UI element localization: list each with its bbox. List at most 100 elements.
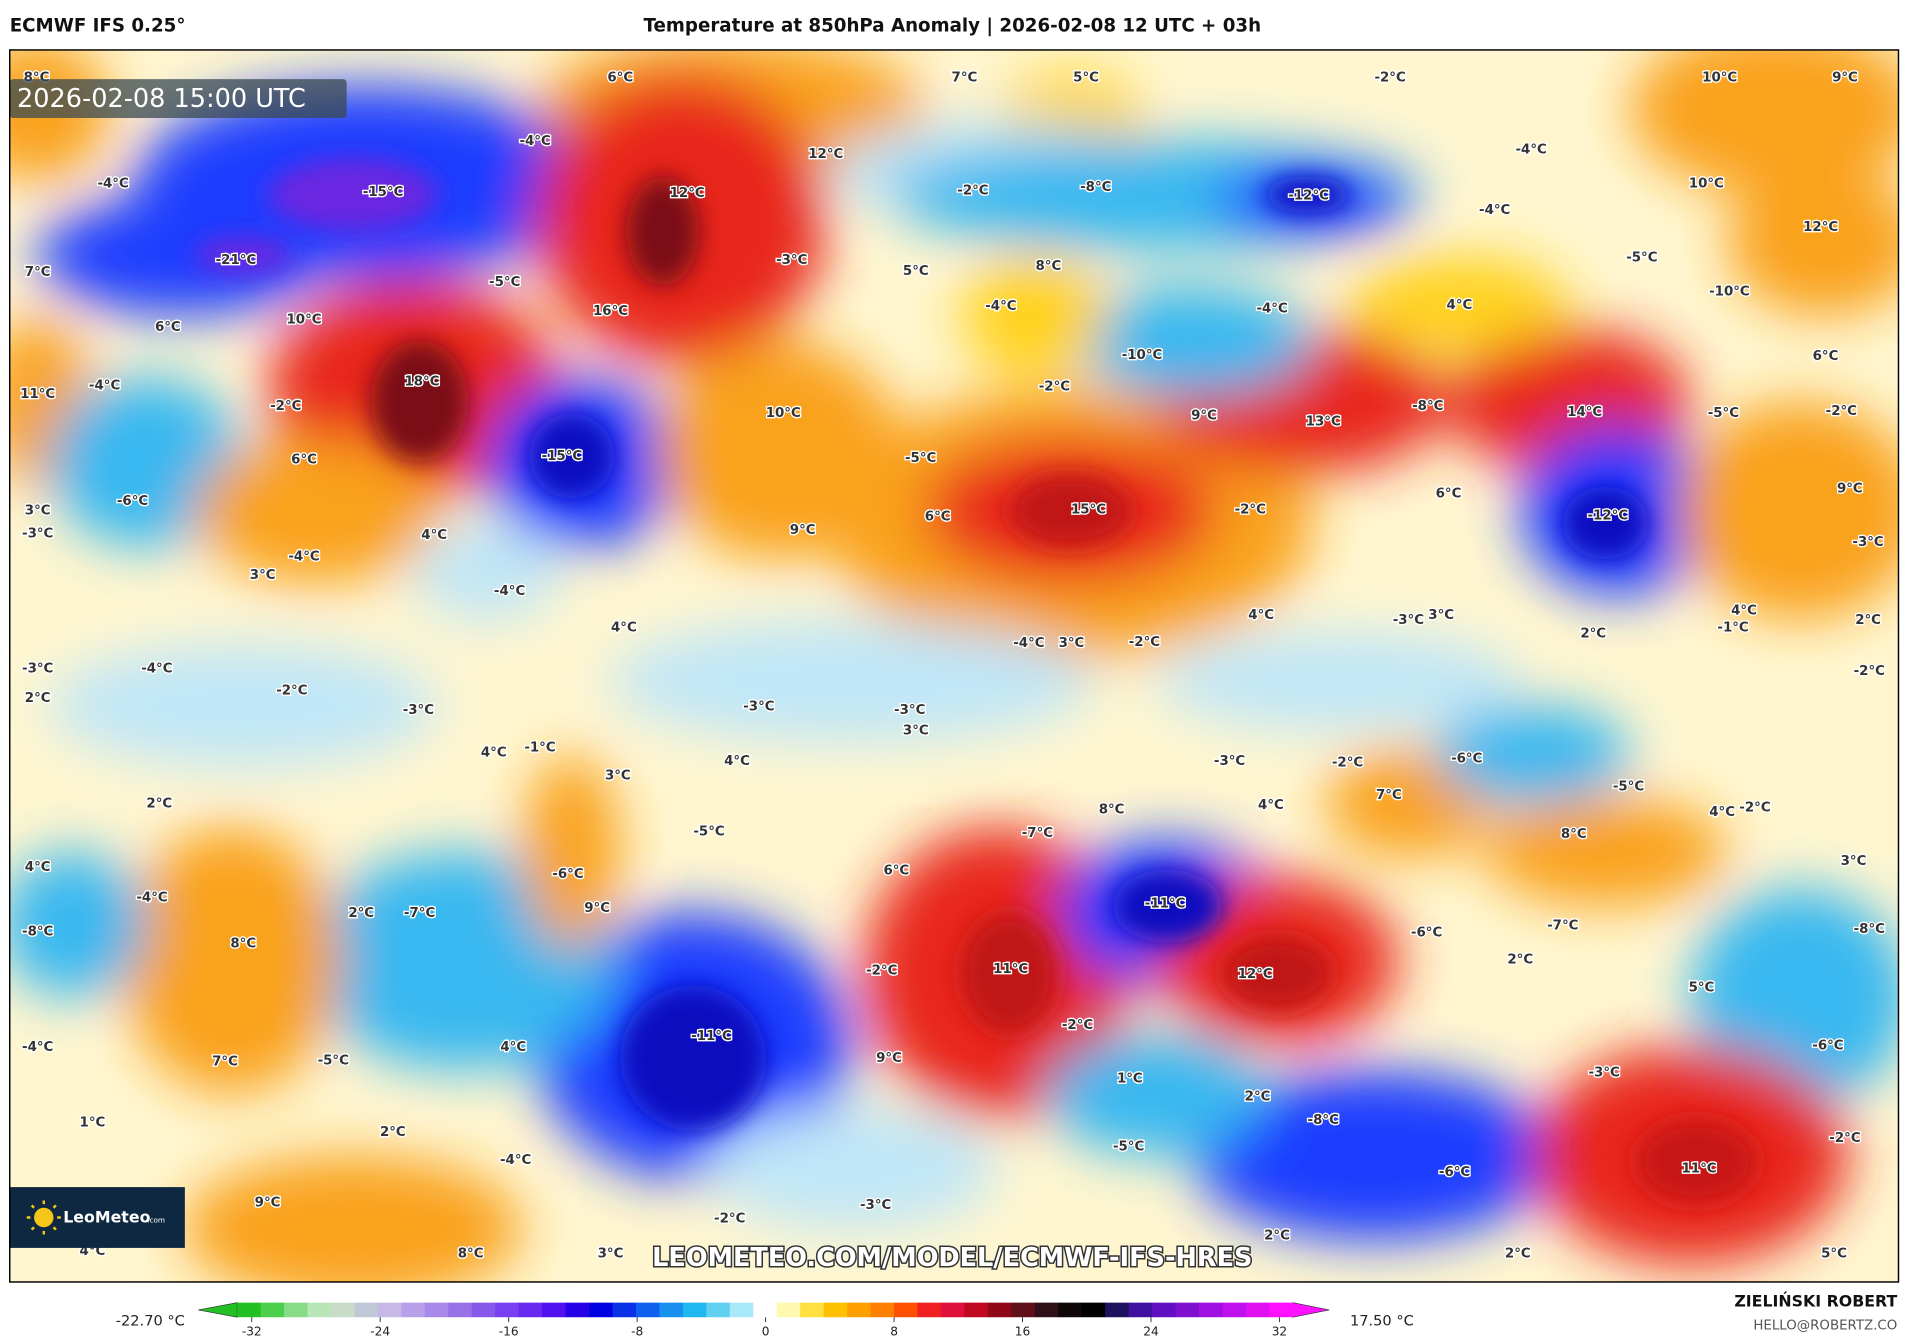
- temperature-label: -2°C: [270, 399, 301, 414]
- temperature-label: 18°C: [404, 375, 439, 390]
- author-name: ZIELIŃSKI ROBERT: [1734, 1291, 1897, 1310]
- temperature-label: -2°C: [1826, 404, 1857, 419]
- temperature-label: 2°C: [1580, 626, 1606, 641]
- temperature-label: -7°C: [1022, 826, 1053, 841]
- logo-suffix: .com: [147, 1215, 165, 1224]
- temperature-label: -2°C: [1829, 1131, 1860, 1146]
- colorbar-swatch: [612, 1302, 637, 1318]
- temperature-label: -2°C: [1039, 379, 1070, 394]
- anomaly-core: [1009, 474, 1132, 548]
- temperature-label: 3°C: [903, 724, 929, 739]
- temperature-label: 10°C: [287, 313, 322, 328]
- temperature-label: 2°C: [25, 691, 51, 706]
- colorbar-max-arrow: [1292, 1302, 1330, 1318]
- colorbar-swatch: [237, 1302, 262, 1318]
- colorbar-swatch: [635, 1302, 661, 1318]
- sun-rays-icon: [26, 1200, 61, 1235]
- temperature-label: -3°C: [22, 527, 53, 542]
- colorbar-swatch: [1128, 1302, 1153, 1318]
- temperature-label: 4°C: [25, 860, 51, 875]
- temperature-label: -3°C: [403, 703, 434, 718]
- temperature-label: -8°C: [1308, 1113, 1339, 1128]
- temperature-label: 3°C: [605, 769, 631, 784]
- temperature-label: -2°C: [1739, 800, 1770, 815]
- temperature-label: 2°C: [1855, 613, 1881, 628]
- temperature-label: 6°C: [155, 320, 181, 335]
- anomaly-region: [121, 827, 341, 1095]
- temperature-label: -4°C: [1013, 636, 1044, 651]
- colorbar-swatch: [495, 1302, 520, 1318]
- temperature-label: -4°C: [22, 1040, 53, 1055]
- temperature-label: 14°C: [1567, 405, 1602, 420]
- anomaly-core: [1222, 936, 1332, 1010]
- temperature-label: 13°C: [1306, 415, 1341, 430]
- colorbar-swatch: [1175, 1302, 1200, 1318]
- temperature-label: -3°C: [1214, 754, 1245, 769]
- colorbar-swatch: [448, 1302, 473, 1318]
- valid-time-box: 2026-02-08 15:00 UTC: [9, 79, 347, 119]
- temperature-label: -11°C: [691, 1029, 732, 1044]
- temperature-label: -1°C: [524, 741, 555, 756]
- colorbar-swatch: [917, 1302, 942, 1318]
- temperature-label: -12°C: [1588, 508, 1629, 523]
- colorbar-swatch: [894, 1302, 919, 1318]
- temperature-label: -5°C: [1708, 406, 1739, 421]
- temperature-label: 12°C: [670, 186, 705, 201]
- temperature-label: 6°C: [1813, 349, 1839, 364]
- colorbar-swatch: [776, 1302, 801, 1318]
- anomaly-region: [1045, 1033, 1265, 1156]
- temperature-label: -6°C: [1451, 752, 1482, 767]
- colorbar-swatch: [284, 1302, 309, 1318]
- temperature-label: -4°C: [288, 550, 319, 565]
- logo-text: LeoMeteo: [63, 1207, 150, 1226]
- map-area[interactable]: 8°C 6°C 7°C 5°C -2°C 10°C 9°C -4°C 12°C -4°C -4°C -…: [0, 24, 1907, 1301]
- anomaly-region: [1349, 255, 1569, 353]
- temperature-label: -4°C: [136, 890, 167, 905]
- temperature-label: 4°C: [1258, 798, 1284, 813]
- temperature-label: -3°C: [1589, 1065, 1620, 1080]
- colorbar-swatch: [847, 1302, 872, 1318]
- temperature-label: 2°C: [146, 797, 172, 812]
- colorbar-swatch: [729, 1302, 754, 1318]
- temperature-label: 7°C: [25, 265, 51, 280]
- temperature-label: -2°C: [1062, 1018, 1093, 1033]
- temperature-label: -6°C: [1439, 1165, 1470, 1180]
- temperature-label: -2°C: [276, 684, 307, 699]
- watermark: LEOMETEO.COM/MODEL/ECMWF-IFS-HRES: [652, 1243, 1252, 1273]
- temperature-label: 2°C: [1505, 1247, 1531, 1262]
- colorbar-swatch: [260, 1302, 285, 1318]
- temperature-label: 4°C: [1447, 298, 1473, 313]
- colorbar-swatch: [659, 1302, 684, 1318]
- anomaly-region: [1155, 632, 1521, 730]
- temperature-label: 15°C: [1071, 502, 1106, 517]
- temperature-label: 6°C: [925, 510, 951, 525]
- chart-title: Temperature at 850hPa Anomaly | 2026-02-…: [644, 16, 1262, 37]
- temperature-label: 9°C: [790, 523, 816, 538]
- temperature-label: -4°C: [1479, 203, 1510, 218]
- temperature-label: -8°C: [1412, 399, 1443, 414]
- leometeo-logo[interactable]: LeoMeteo .com: [9, 1187, 185, 1248]
- anomaly-cores: [194, 158, 1758, 1205]
- colorbar-swatch: [1152, 1302, 1177, 1318]
- anomaly-region: [413, 523, 560, 621]
- anomaly-region: [1070, 285, 1314, 396]
- anomaly-region: [9, 851, 146, 998]
- temperature-label: -8°C: [22, 924, 53, 939]
- colorbar-swatch: [1034, 1302, 1059, 1318]
- temperature-label: 4°C: [724, 754, 750, 769]
- anomaly-region: [36, 194, 329, 317]
- temperature-label: -6°C: [117, 494, 148, 509]
- colorbar-swatch: [1058, 1302, 1083, 1318]
- anomaly-region: [705, 1106, 998, 1229]
- author-email[interactable]: HELLO@ROBERTZ.CO: [1753, 1318, 1897, 1333]
- temperature-label: 3°C: [250, 568, 276, 583]
- temperature-label: -8°C: [1854, 922, 1885, 937]
- temperature-label: 2°C: [348, 906, 374, 921]
- temperature-label: -4°C: [89, 378, 120, 393]
- colorbar-swatch: [589, 1302, 614, 1318]
- temperature-label: 8°C: [1561, 827, 1587, 842]
- anomaly-region: [48, 377, 244, 548]
- temperature-label: 2°C: [1507, 952, 1533, 967]
- anomaly-core: [1112, 869, 1223, 943]
